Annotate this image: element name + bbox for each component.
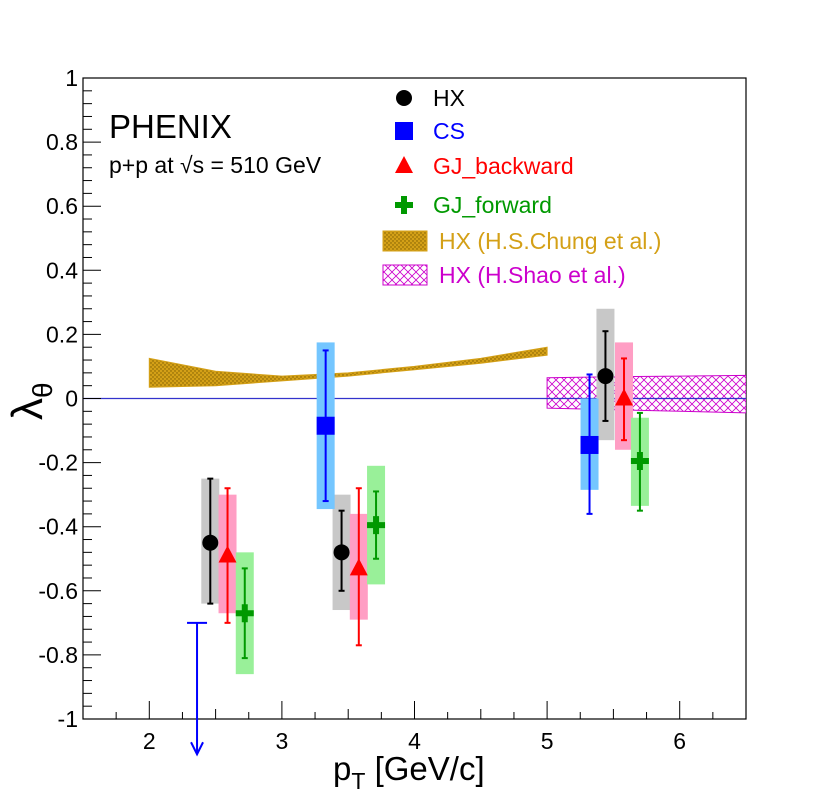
legend-hx-label: HX bbox=[433, 85, 465, 111]
legend-cs-label: CS bbox=[433, 118, 465, 144]
y-tick-label: -0.2 bbox=[38, 450, 78, 476]
x-axis-label: pT [GeV/c] bbox=[333, 750, 485, 794]
legend-gj-backward-label: GJ_backward bbox=[433, 153, 574, 179]
legend-hx-h-s-chung-et-al-label: HX (H.S.Chung et al.) bbox=[439, 228, 661, 254]
y-tick-label: -1 bbox=[58, 706, 78, 732]
y-tick-label: 0.8 bbox=[46, 129, 78, 155]
y-axis-label: λθ bbox=[3, 382, 58, 420]
y-tick-label: 0 bbox=[65, 386, 78, 412]
data-markers bbox=[202, 368, 649, 623]
y-tick-label: 0.4 bbox=[46, 257, 78, 283]
legend-gj-forward-symbol bbox=[395, 196, 413, 214]
x-tick-label: 6 bbox=[673, 728, 686, 754]
legend-hx-h-shao-et-al: HX (H.Shao et al.) bbox=[382, 262, 626, 288]
legend: HX CS GJ_backward GJ_forward HX (H.S.Chung e… bbox=[382, 85, 661, 288]
legend-gj-backward: GJ_backward bbox=[395, 153, 574, 179]
collision-subtitle: p+p at √s = 510 GeV bbox=[109, 152, 322, 178]
legend-gj-backward-symbol bbox=[395, 156, 413, 173]
y-tick-label: 0.6 bbox=[46, 193, 78, 219]
y-tick-label: 0.2 bbox=[46, 321, 78, 347]
marker-hx-3 bbox=[597, 368, 614, 385]
legend-cs: CS bbox=[395, 118, 465, 144]
x-tick-label: 3 bbox=[276, 728, 289, 754]
marker-cs-2 bbox=[580, 435, 599, 454]
x-tick-label: 4 bbox=[408, 728, 421, 754]
x-tick-label: 5 bbox=[541, 728, 554, 754]
axes: 2 3 4 5 6 -1 -0.8 -0.6 -0.4 -0.2 0 0.2 0.4 0.6 0.8 1 bbox=[38, 65, 747, 754]
legend-hx-h-s-chung-et-al-swatch bbox=[382, 230, 428, 252]
legend-hx-symbol bbox=[396, 90, 412, 106]
legend-hx-h-shao-et-al-swatch bbox=[382, 264, 428, 286]
y-tick-label: 1 bbox=[65, 65, 78, 91]
legend-gj-forward: GJ_forward bbox=[395, 192, 552, 218]
marker-gj-backward-2 bbox=[349, 558, 368, 576]
marker-cs-1 bbox=[316, 416, 335, 435]
y-tick-label: -0.4 bbox=[38, 514, 78, 540]
band-hx-h-shao-et-al bbox=[546, 374, 746, 414]
x-tick-label: 2 bbox=[143, 728, 156, 754]
legend-hx-h-shao-et-al-label: HX (H.Shao et al.) bbox=[439, 262, 626, 288]
marker-gj-backward-1 bbox=[218, 545, 237, 563]
legend-gj-forward-label: GJ_forward bbox=[433, 192, 552, 218]
marker-hx-2 bbox=[333, 544, 350, 561]
upper-limit-arrow bbox=[187, 621, 208, 757]
legend-cs-symbol bbox=[395, 122, 413, 140]
upper-limit-arrowhead bbox=[190, 741, 204, 757]
experiment-label: PHENIX bbox=[109, 108, 232, 145]
marker-gj-forward-3 bbox=[630, 451, 649, 470]
legend-hx: HX bbox=[396, 85, 465, 111]
marker-hx-1 bbox=[202, 534, 219, 551]
y-tick-label: -0.8 bbox=[38, 642, 78, 668]
marker-gj-forward-2 bbox=[367, 516, 386, 535]
y-tick-label: -0.6 bbox=[38, 578, 78, 604]
marker-gj-forward-1 bbox=[235, 604, 254, 623]
legend-hx-h-s-chung-et-al: HX (H.S.Chung et al.) bbox=[382, 228, 661, 254]
band-hx-h-s-chung-et-al bbox=[148, 346, 548, 388]
marker-gj-backward-3 bbox=[615, 388, 634, 406]
